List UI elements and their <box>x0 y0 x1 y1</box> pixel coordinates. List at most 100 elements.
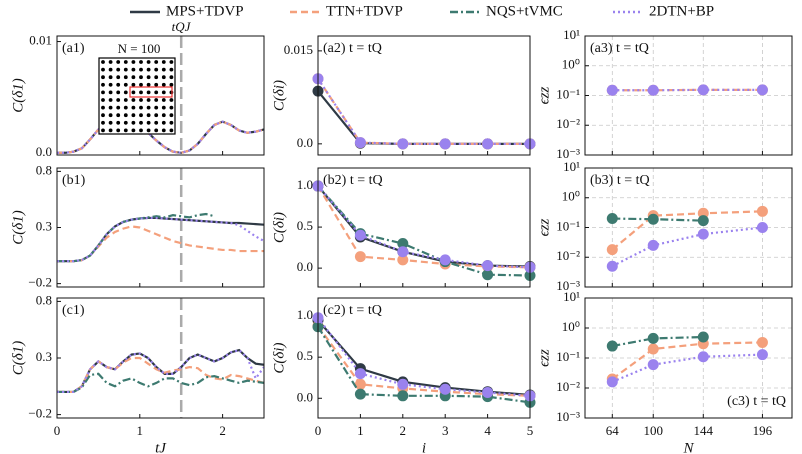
data-point <box>354 229 366 241</box>
lattice-site <box>169 60 174 64</box>
lattice-site <box>116 75 121 80</box>
x-tick-label: 2 <box>400 423 407 438</box>
series-line <box>318 317 530 397</box>
series-line <box>318 78 530 145</box>
lattice-site <box>101 67 105 72</box>
lattice-site <box>101 105 105 110</box>
panel-label: (b3) t = tQ <box>590 173 650 188</box>
lattice-site <box>131 120 136 125</box>
lattice-site <box>131 113 136 118</box>
lattice-site <box>146 90 151 95</box>
series-line <box>611 353 763 383</box>
axes-frame <box>584 167 793 288</box>
panel-label: (b1) <box>62 173 86 188</box>
axes-frame <box>584 35 793 156</box>
x-tick-label: 3 <box>442 423 449 438</box>
y-tick-label: 10⁻¹ <box>556 218 580 233</box>
lattice-site <box>123 120 128 125</box>
y-tick-label: 0.5 <box>297 348 313 363</box>
y-axis-label: ϵzz <box>536 86 552 104</box>
data-point <box>606 213 618 225</box>
panel: −0.2 0.3 0.8 C(δ1) (b1) <box>10 162 265 290</box>
lattice-site <box>154 113 159 118</box>
panel: 0.0 0.01 C(δ1) (a1) <box>10 33 265 159</box>
lattice-site <box>108 128 113 133</box>
lattice-site <box>154 60 159 64</box>
inset-highlight <box>129 86 173 98</box>
inset-annotation: N = 100 <box>118 41 161 56</box>
data-point <box>397 246 409 258</box>
lattice-site <box>169 128 174 133</box>
data-point <box>482 138 494 150</box>
data-point <box>439 383 451 395</box>
lattice-site <box>154 90 159 95</box>
lattice-site <box>108 98 113 102</box>
lattice-site <box>123 105 128 110</box>
y-tick-label: 10¹ <box>563 27 580 42</box>
y-tick-label: −0.2 <box>28 275 52 290</box>
data-point <box>397 390 409 402</box>
data-point <box>397 378 409 390</box>
y-tick-label: −0.2 <box>28 406 52 421</box>
lattice-site <box>131 90 136 95</box>
y-tick-label: 10⁰ <box>562 319 580 334</box>
x-tick-label: 196 <box>753 423 773 438</box>
x-tick-label: 100 <box>643 423 663 438</box>
data-point <box>647 213 659 225</box>
legend-label: TTN+TDVP <box>326 3 403 19</box>
series-line <box>318 326 530 404</box>
series-line <box>318 185 530 269</box>
lattice-site <box>123 60 128 64</box>
y-axis-label: ϵzz <box>536 349 552 367</box>
lattice-site <box>154 120 159 125</box>
y-axis-label: C(δi) <box>271 80 287 111</box>
axes-frame <box>56 35 265 156</box>
panel: 0.0 0.5 1.0 0 1 2 3 4 5 i C(δi) (c2) t = tQ <box>271 297 536 454</box>
panel: 10¹ 10⁰ 10⁻¹ 10⁻² 10⁻³ ϵzz (a3) t = tQ <box>536 27 793 161</box>
lattice-site <box>108 105 113 110</box>
lattice-site <box>139 82 143 87</box>
lattice-site <box>139 98 143 102</box>
x-axis-label: tJ <box>155 440 167 454</box>
lattice-site <box>146 105 151 110</box>
data-point <box>606 84 618 96</box>
series-line <box>57 372 264 394</box>
y-tick-label: 0.0 <box>297 135 313 150</box>
data-point <box>606 244 618 256</box>
lattice-site <box>101 120 105 125</box>
data-point <box>697 331 709 343</box>
panel-label: (c2) t = tQ <box>323 303 382 318</box>
y-tick-label: 10⁻³ <box>556 146 580 161</box>
lattice-site <box>146 75 151 80</box>
data-point <box>354 137 366 149</box>
y-tick-label: 0.8 <box>36 162 52 177</box>
lattice-site <box>161 105 166 110</box>
x-tick-label: 1 <box>357 423 364 438</box>
series-line <box>318 185 530 268</box>
lattice-site <box>108 113 113 118</box>
panel: 0.0 0.015 C(δi) (a2) t = tQ <box>271 35 536 156</box>
data-point <box>697 84 709 96</box>
lattice-site <box>108 82 113 87</box>
panel-label: (a1) <box>62 41 85 56</box>
axes-frame <box>317 35 531 156</box>
lattice-site <box>154 105 159 110</box>
lattice-site <box>161 113 166 118</box>
x-tick-label: 144 <box>694 423 714 438</box>
lattice-site <box>123 75 128 80</box>
y-axis-label: C(δ1) <box>10 210 26 244</box>
axes-frame <box>56 167 265 288</box>
lattice-site <box>108 90 113 95</box>
series-line <box>57 212 215 263</box>
y-tick-label: 0.0 <box>297 389 313 404</box>
series-line <box>318 319 530 397</box>
x-axis-label: N <box>682 440 694 454</box>
lattice-site <box>139 75 143 80</box>
y-tick-label: 10⁻¹ <box>556 86 580 101</box>
lattice-site <box>139 113 143 118</box>
series-line <box>318 78 530 145</box>
data-point <box>647 84 659 96</box>
x-tick-label: 64 <box>606 423 620 438</box>
